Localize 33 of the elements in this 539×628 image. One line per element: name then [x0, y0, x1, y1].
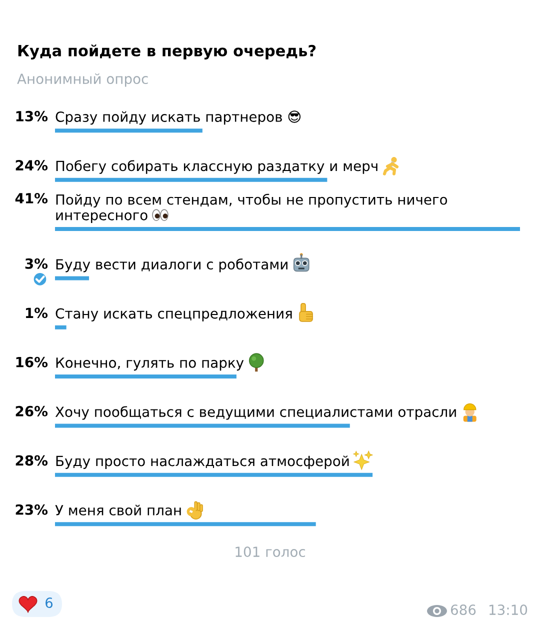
y-tick-label: Буду вести диалоги с роботами [56, 258, 288, 272]
y-tick-label: Пойду по всем стендам, чтобы не пропустить ничего интересного [56, 194, 448, 224]
y-tick-label: Побегу собирать классную раздатку и мерч [56, 160, 378, 174]
bar [55, 325, 66, 330]
data-label: 3% [25, 258, 48, 269]
bar [55, 472, 373, 477]
data-label: 16% [16, 356, 48, 368]
chart-subtitle: Анонимный опрос [17, 73, 148, 87]
text: 6 [46, 598, 53, 608]
data-label: 41% [15, 192, 48, 204]
chart-title: Куда пойдете в первую очередь? [18, 44, 316, 60]
bar [55, 424, 350, 428]
bar [55, 276, 90, 280]
y-tick-label: Хочу пообщаться с ведущими специалистами отрасли [55, 406, 456, 420]
data-label: 28% [16, 455, 48, 466]
text: 101 голос [236, 546, 305, 558]
bar [55, 178, 328, 182]
bar [55, 522, 316, 526]
y-tick-label: Сразу пойду искать партнеров 😎 [56, 110, 301, 125]
data-label: 24% [16, 160, 48, 171]
y-tick-label: Стану искать спецпредложения [56, 308, 292, 322]
y-tick-label: Конечно, гулять по парку [56, 358, 244, 371]
y-tick-label: Буду просто наслаждаться атмосферой [56, 456, 349, 469]
data-label: 1% [26, 308, 48, 318]
bar [55, 128, 202, 133]
data-label: 13% [16, 110, 48, 122]
bar [55, 227, 520, 232]
text: 13:10 [490, 604, 528, 616]
data-label: 26% [16, 406, 48, 416]
data-label: 23% [16, 504, 48, 515]
bar [55, 374, 236, 379]
y-tick-label: У меня свой план [55, 504, 181, 516]
text: 686 [450, 604, 476, 616]
